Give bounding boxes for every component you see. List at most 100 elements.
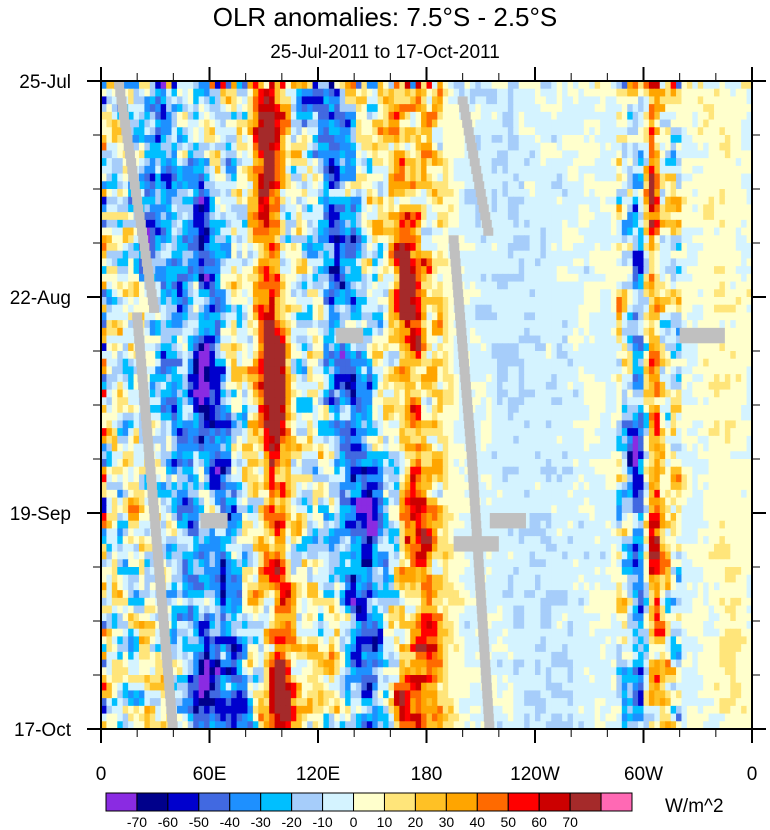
field-cell [307, 173, 314, 182]
field-cell [686, 173, 693, 182]
field-cell [339, 258, 346, 267]
field-cell [681, 150, 688, 159]
field-cell [518, 189, 525, 198]
field-cell [339, 266, 346, 275]
field-cell [486, 304, 493, 314]
field-cell [746, 250, 753, 260]
field-cell [410, 351, 417, 360]
field-cell [101, 335, 108, 344]
field-cell [540, 196, 547, 206]
field-cell [676, 266, 683, 275]
field-cell [654, 297, 661, 306]
field-cell [562, 219, 569, 229]
field-cell [160, 227, 167, 236]
field-cell [252, 397, 259, 406]
field-cell [507, 142, 514, 152]
field-cell [231, 389, 238, 398]
field-cell [252, 227, 259, 236]
field-cell [529, 111, 536, 121]
field-cell [497, 374, 504, 383]
field-cell [285, 135, 292, 144]
field-cell [144, 150, 151, 159]
field-cell [589, 119, 596, 128]
field-cell [285, 289, 292, 298]
field-cell [334, 135, 341, 144]
field-cell [166, 227, 173, 236]
field-cell [415, 104, 422, 113]
field-cell [681, 81, 688, 90]
field-cell [605, 111, 612, 121]
field-cell [627, 243, 634, 252]
field-cell [138, 88, 145, 98]
field-cell [231, 158, 238, 167]
field-cell [307, 312, 314, 321]
field-cell [502, 104, 509, 113]
field-cell [529, 304, 536, 314]
field-cell [204, 312, 211, 321]
field-cell [404, 273, 411, 283]
field-cell [670, 289, 677, 298]
field-cell [681, 135, 688, 144]
field-cell [252, 374, 259, 383]
field-cell [111, 150, 118, 159]
field-cell [393, 335, 400, 344]
field-cell [583, 351, 590, 360]
field-cell [572, 358, 579, 368]
field-cell [502, 150, 509, 159]
field-cell [187, 351, 194, 360]
field-cell [735, 327, 742, 337]
chart-subtitle: 25-Jul-2011 to 17-Oct-2011 [270, 42, 500, 63]
field-cell [497, 88, 504, 98]
field-cell [307, 250, 314, 260]
field-cell [567, 366, 574, 375]
field-cell [535, 312, 542, 321]
field-cell [307, 227, 314, 236]
field-cell [469, 389, 476, 398]
field-cell [323, 96, 330, 105]
field-cell [665, 327, 672, 337]
field-cell [328, 196, 335, 206]
field-cell [149, 81, 156, 90]
field-cell [708, 320, 715, 329]
field-cell [318, 119, 325, 128]
field-cell [730, 219, 737, 229]
field-cell [334, 196, 341, 206]
field-cell [605, 250, 612, 260]
field-cell [681, 158, 688, 167]
field-cell [393, 212, 400, 221]
field-cell [301, 111, 308, 121]
field-cell [567, 258, 574, 267]
field-cell [665, 258, 672, 267]
field-cell [643, 343, 650, 352]
field-cell [507, 235, 514, 244]
field-cell [589, 250, 596, 260]
field-cell [410, 104, 417, 113]
field-cell [355, 204, 362, 213]
field-cell [138, 181, 145, 190]
field-cell [426, 219, 433, 229]
field-cell [204, 304, 211, 314]
field-cell [714, 297, 721, 306]
field-cell [307, 389, 314, 398]
field-cell [578, 81, 585, 90]
field-cell [166, 243, 173, 252]
field-cell [231, 173, 238, 182]
field-cell [225, 335, 232, 344]
field-cell [198, 165, 205, 175]
field-cell [535, 189, 542, 198]
field-cell [345, 273, 352, 283]
field-cell [524, 88, 531, 98]
field-cell [562, 81, 569, 90]
field-cell [686, 389, 693, 398]
field-cell [431, 258, 438, 267]
field-cell [220, 104, 227, 113]
field-cell [366, 173, 373, 182]
field-cell [692, 351, 699, 360]
field-cell [535, 81, 542, 90]
field-cell [388, 158, 395, 167]
field-cell [383, 104, 390, 113]
field-cell [491, 158, 498, 167]
field-cell [393, 227, 400, 236]
field-cell [209, 289, 216, 298]
field-cell [339, 358, 346, 368]
